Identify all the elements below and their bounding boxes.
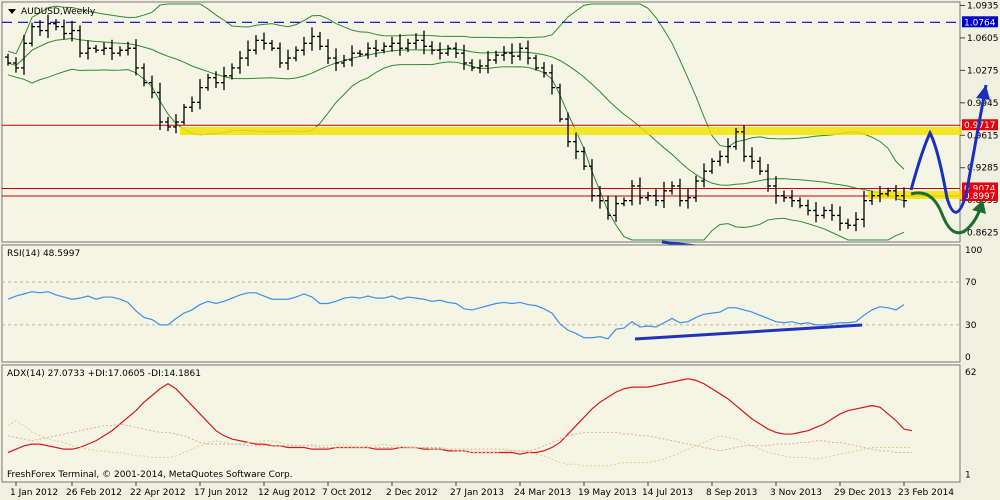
date-tick-label: 29 Dec 2013 — [834, 488, 892, 498]
dropdown-arrow-icon[interactable] — [8, 9, 16, 14]
date-tick-label: 8 Sep 2013 — [706, 488, 757, 498]
chart-title: AUDUSD,Weekly — [21, 7, 96, 17]
date-tick-label: 2 Dec 2012 — [386, 488, 438, 498]
rsi-panel-frame — [1, 244, 961, 363]
copyright-footer: FreshForex Terminal, © 2001-2014, MetaQu… — [7, 470, 293, 480]
date-tick-label: 12 Aug 2012 — [258, 488, 316, 498]
adx-panel[interactable]: 62 1 ADX(14) 27.0733 +DI:17.0605 -DI:14.1… — [1, 364, 976, 483]
adx-tick-label: 1 — [965, 470, 971, 480]
price-tick-label: 0.8625 — [967, 229, 999, 239]
resistance-zone-upper — [180, 127, 962, 135]
price-bars — [5, 14, 907, 232]
rsi-tick-label: 0 — [965, 353, 971, 363]
adx-title: ADX(14) 27.0733 +DI:17.0605 -DI:14.1861 — [7, 369, 201, 379]
level-label-badge — [962, 182, 998, 194]
date-axis: 1 Jan 2012 26 Feb 2012 22 Apr 2012 17 Jun 2… — [10, 482, 954, 498]
rsi-tick-label: 70 — [965, 278, 977, 288]
rsi-line — [7, 291, 905, 340]
adx-line-layer — [7, 378, 913, 467]
level-label-badge — [962, 190, 998, 202]
price-tick-label: 0.9285 — [967, 164, 999, 174]
bollinger-lower — [7, 61, 905, 241]
minus-di-line — [7, 423, 912, 454]
rsi-axis: 100 70 30 0 — [2, 246, 982, 363]
rsi-panel[interactable]: 100 70 30 0 RSI(14) 48.5997 — [1, 244, 982, 363]
date-tick-label: 7 Oct 2012 — [322, 488, 372, 498]
level-label: 0.8997 — [964, 192, 996, 202]
rsi-tick-label: 30 — [965, 321, 977, 331]
price-tick-label: 1.0605 — [967, 34, 999, 44]
price-tick-label: 1.0935 — [967, 1, 999, 11]
date-tick-label: 3 Nov 2013 — [770, 488, 822, 498]
adx-tick-label: 62 — [965, 368, 976, 378]
rsi-title: RSI(14) 48.5997 — [7, 249, 80, 259]
forecast-path-up — [909, 84, 988, 214]
date-tick-label: 24 Mar 2013 — [514, 488, 571, 498]
forecast-arrow-down-icon — [972, 200, 986, 214]
date-tick-label: 26 Feb 2012 — [66, 488, 122, 498]
date-tick-label: 23 Feb 2014 — [898, 488, 954, 498]
date-tick-label: 1 Jan 2012 — [10, 488, 58, 498]
adx-axis: 62 1 — [965, 368, 976, 480]
date-tick-label: 22 Apr 2012 — [130, 488, 186, 498]
date-tick-label: 19 May 2013 — [578, 488, 637, 498]
price-panel[interactable]: 1.09351.06051.02750.99450.96150.92850.89… — [1, 1, 999, 268]
date-tick-label: 27 Jan 2013 — [450, 488, 504, 498]
rsi-trend-line — [634, 323, 863, 341]
rsi-tick-label: 100 — [965, 246, 982, 256]
price-tick-label: 0.9615 — [967, 131, 999, 141]
rsi-line-layer — [7, 291, 905, 340]
resistance-zone-lower — [868, 191, 962, 199]
level-label-badge — [962, 16, 998, 28]
adx-panel-frame — [1, 364, 961, 483]
forecast-arrow-up-icon — [976, 85, 990, 100]
date-tick-label: 14 Jul 2013 — [642, 488, 693, 498]
resistance-zones — [180, 127, 962, 199]
date-tick-label: 17 Jun 2012 — [194, 488, 248, 498]
bollinger-upper — [7, 3, 905, 170]
level-label: 0.9074 — [964, 184, 996, 194]
level-label: 1.0764 — [964, 18, 996, 28]
adx-line — [7, 378, 913, 455]
price-tick-label: 1.0275 — [967, 66, 999, 76]
forecast-path-down — [910, 191, 984, 235]
